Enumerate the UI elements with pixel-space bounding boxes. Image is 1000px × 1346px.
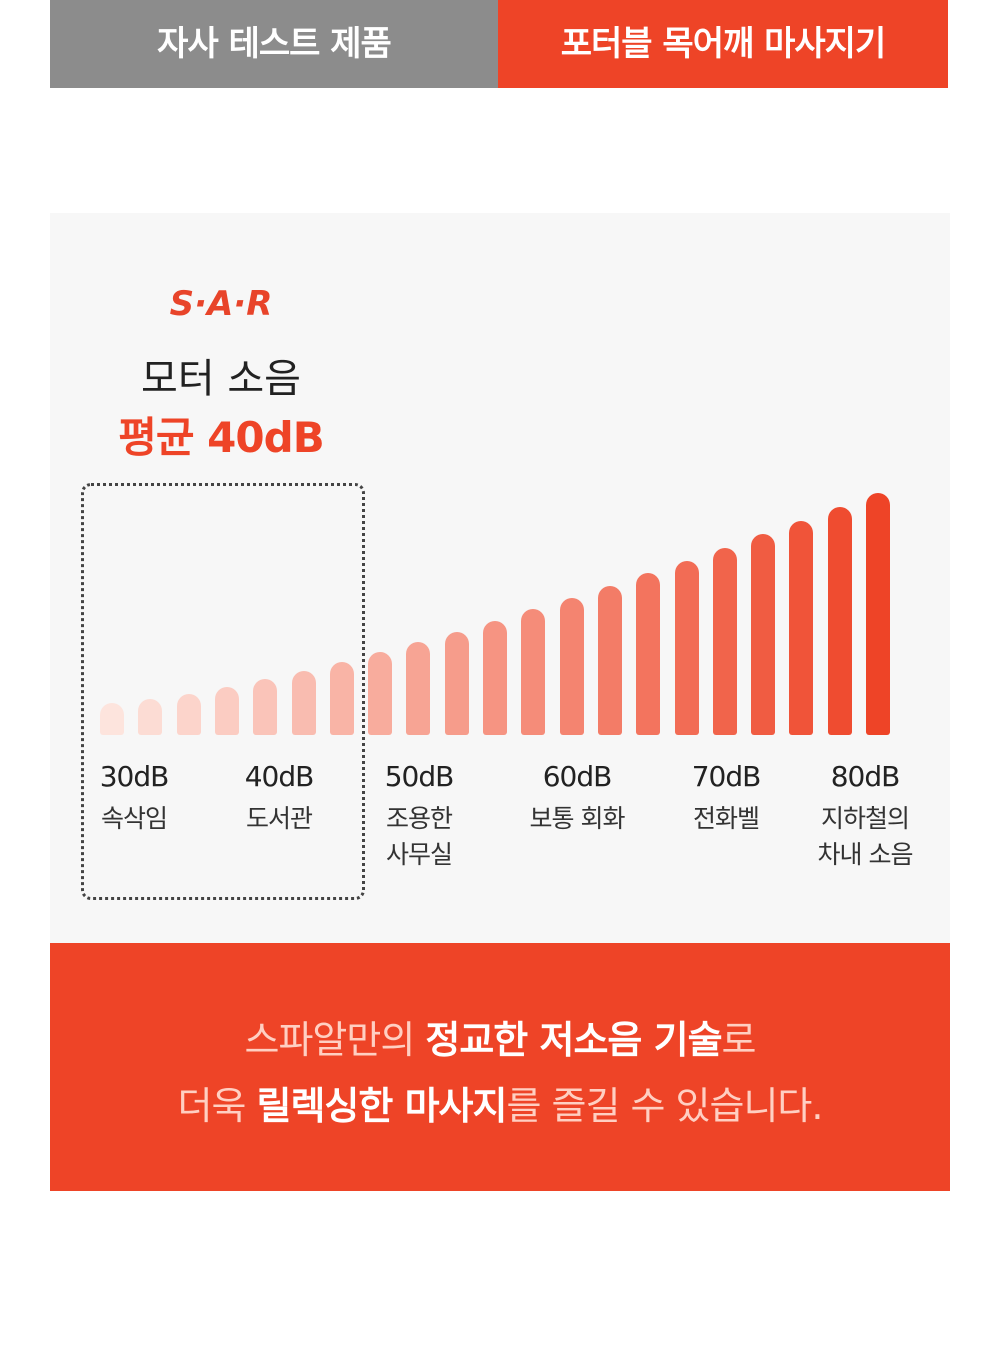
- heading-title: 모터 소음: [141, 356, 301, 402]
- bar: [214, 686, 239, 735]
- message-line: 스파알만의 정교한 저소음 기술로: [50, 1009, 950, 1064]
- text-bold: 정교한 저소음 기술: [425, 1018, 722, 1062]
- message-line: 더욱 릴렉싱한 마사지를 즐길 수 있습니다.: [50, 1075, 950, 1130]
- level: 40dB: [244, 760, 315, 793]
- level: 50dB: [384, 760, 455, 793]
- level-desc: 도서관: [245, 804, 313, 833]
- bar: [597, 585, 622, 735]
- level: 70dB: [691, 760, 762, 793]
- bar: [636, 573, 661, 735]
- level-desc: 조용한: [385, 804, 453, 833]
- bar: [329, 661, 354, 735]
- level-desc: 사무실: [385, 840, 453, 869]
- highlight-box: [81, 483, 365, 900]
- bar: [827, 507, 852, 735]
- text-bold: 릴렉싱한 마사지: [256, 1084, 508, 1128]
- bar: [751, 534, 776, 735]
- level-desc: 속삭임: [100, 804, 168, 833]
- bar: [521, 609, 546, 735]
- level: 30dB: [99, 760, 170, 793]
- tab: 포터블 목어깨 마사지기: [498, 0, 948, 88]
- heading-highlight: 평균 40dB: [118, 413, 324, 462]
- bar: [291, 670, 316, 735]
- bar: [100, 703, 124, 735]
- logo: S·A·R: [169, 284, 273, 324]
- level-desc: 전화벨: [692, 804, 760, 833]
- level: 80dB: [830, 760, 901, 793]
- text: 를 즐길 수 있습니다.: [506, 1084, 823, 1128]
- message-band: 스파알만의 정교한 저소음 기술로 더욱 릴렉싱한 마사지를 즐길 수 있습니다…: [50, 943, 950, 1191]
- tab: 자사 테스트 제품: [50, 0, 498, 88]
- bar: [559, 597, 584, 735]
- text: 스파알만의: [244, 1018, 426, 1062]
- bar: [789, 520, 814, 735]
- level-desc: 지하철의: [820, 804, 910, 833]
- bar: [406, 642, 431, 735]
- bar: [176, 693, 201, 735]
- bar: [253, 679, 278, 735]
- bar: [368, 652, 393, 735]
- level-desc: 차내 소음: [817, 840, 914, 869]
- bar: [712, 547, 737, 735]
- bar: [483, 620, 507, 735]
- text: 로: [721, 1018, 757, 1062]
- bar: [866, 493, 890, 735]
- text: 더욱: [177, 1084, 257, 1128]
- level: 60dB: [542, 760, 613, 793]
- bar: [138, 699, 163, 735]
- bar: [674, 560, 699, 735]
- level-desc: 보통 회화: [529, 804, 626, 833]
- bar: [444, 631, 469, 735]
